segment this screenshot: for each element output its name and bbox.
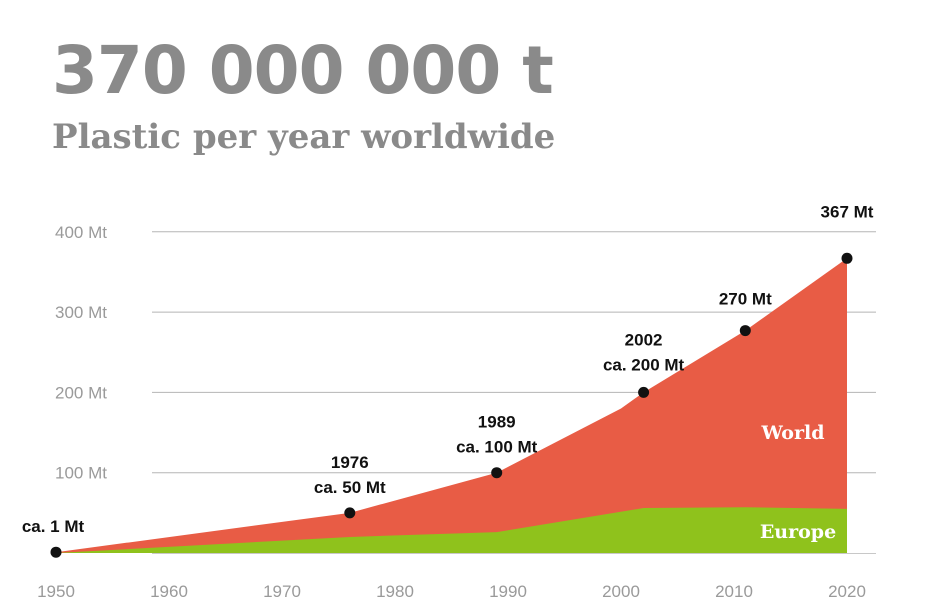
- data-label-1976: ca. 50 Mt: [314, 478, 386, 497]
- y-tick-label: 200 Mt: [55, 383, 107, 402]
- chart-areas: [56, 258, 847, 553]
- data-point-1976: [344, 507, 356, 519]
- x-tick-label: 1990: [489, 582, 527, 601]
- data-label-2002: ca. 200 Mt: [603, 355, 685, 374]
- y-tick-label: 400 Mt: [55, 223, 107, 242]
- x-tick-label: 1950: [37, 582, 75, 601]
- data-point-1950: [50, 546, 62, 558]
- headline-total: 370 000 000 t: [52, 32, 554, 109]
- x-tick-label: 1980: [376, 582, 414, 601]
- x-tick-label: 1960: [150, 582, 188, 601]
- x-tick-label: 2020: [828, 582, 866, 601]
- area-labels: World Europe: [760, 422, 836, 543]
- data-label-1989: ca. 100 Mt: [456, 438, 538, 457]
- data-label-2011: 270 Mt: [719, 290, 772, 309]
- data-label-1950: ca. 1 Mt: [22, 517, 85, 536]
- europe-area: [56, 507, 847, 553]
- europe-area-label: Europe: [760, 521, 836, 543]
- data-point-2002: [638, 386, 650, 398]
- x-tick-label: 2000: [602, 582, 640, 601]
- data-point-2011: [739, 325, 751, 337]
- x-tick-label: 1970: [263, 582, 301, 601]
- world-area-label: World: [761, 422, 825, 444]
- x-axis-ticks: 1950 1960 1970 1980 1990 2000 2010 2020: [37, 582, 866, 601]
- y-axis-ticks: 100 Mt 200 Mt 300 Mt 400 Mt: [55, 223, 107, 483]
- data-point-2020: [841, 252, 853, 264]
- data-label-2002: 2002: [625, 330, 663, 349]
- y-tick-label: 100 Mt: [55, 464, 107, 483]
- y-tick-label: 300 Mt: [55, 303, 107, 322]
- world-area: [56, 258, 847, 553]
- annotation-points: [50, 252, 853, 558]
- data-label-1989: 1989: [478, 413, 516, 432]
- data-label-1976: 1976: [331, 453, 369, 472]
- headline-subtitle: Plastic per year worldwide: [52, 117, 556, 157]
- x-tick-label: 2010: [715, 582, 753, 601]
- annotation-labels: ca. 1 Mt 1976 ca. 50 Mt 1989 ca. 100 Mt 2002 c…: [22, 202, 874, 536]
- data-label-2020: 367 Mt: [821, 202, 874, 221]
- data-point-1989: [491, 467, 503, 479]
